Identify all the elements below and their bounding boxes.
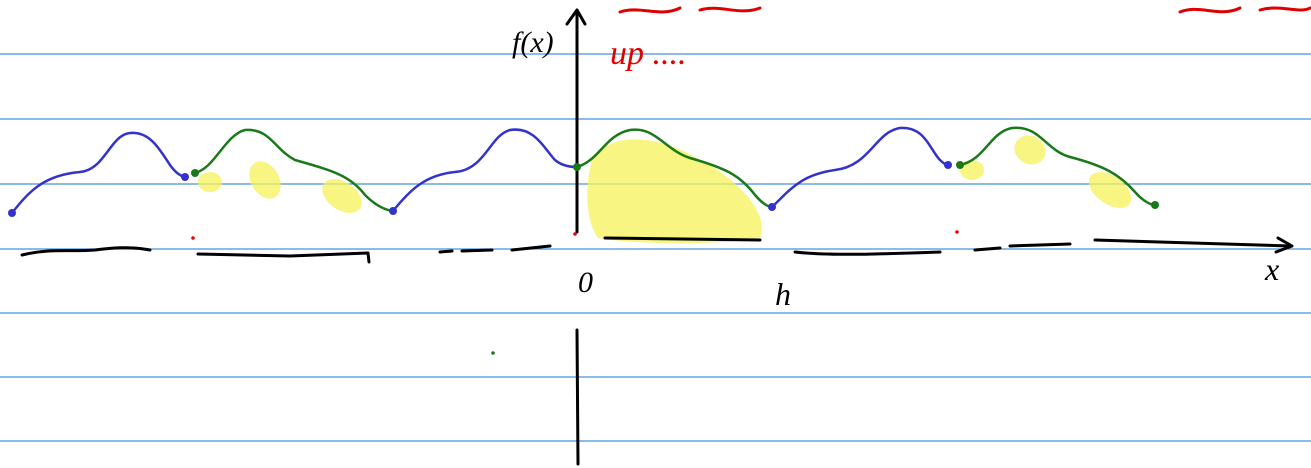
cut-off-annotation (620, 8, 1310, 12)
annotation: up .... (610, 35, 687, 72)
notes-page: f(x) 0 h x up .... (0, 0, 1311, 468)
h-label: h (775, 276, 791, 312)
origin-label: 0 (578, 266, 593, 299)
x-axis-label: x (1264, 251, 1279, 287)
periodic-curve (8, 128, 1159, 355)
ruled-lines (0, 54, 1311, 441)
y-axis-label: f(x) (512, 26, 554, 59)
